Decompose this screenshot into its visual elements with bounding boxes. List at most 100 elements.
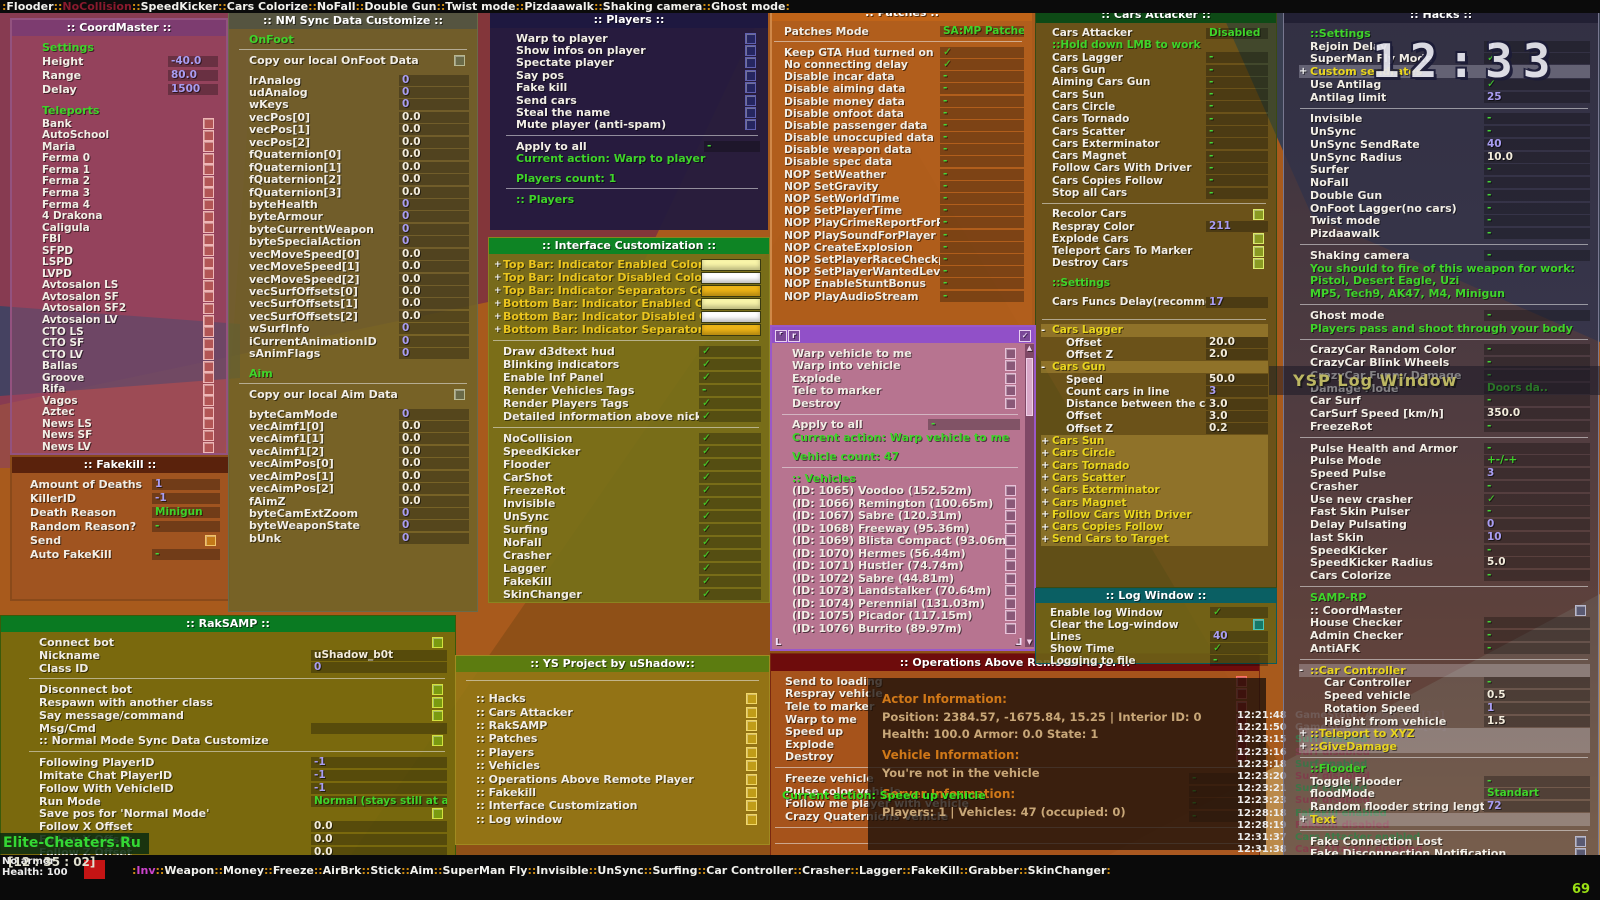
ferma-0-checkbox[interactable] bbox=[203, 152, 214, 164]
nop-setplayerracecheckpoint-label[interactable]: NOP SetPlayerRaceCheckpoint bbox=[784, 252, 940, 266]
vehicles-checkbox[interactable] bbox=[746, 760, 757, 772]
id-1075-picador-117-15m-label[interactable]: (ID: 1075) Picador (117.15m) bbox=[792, 609, 973, 623]
stop-all-cars-toggle[interactable]: - bbox=[1206, 187, 1268, 199]
avtosalon-ls-row[interactable]: Avtosalon LS bbox=[42, 279, 218, 291]
bottom-bar-indicator-separators-color-row[interactable]: +Bottom Bar: Indicator Separators Color bbox=[494, 323, 761, 336]
vecaimpos-2-value[interactable]: 0.0 bbox=[399, 483, 469, 495]
speed-label[interactable]: Speed bbox=[1066, 373, 1103, 386]
givedamage-row[interactable]: +::GiveDamage bbox=[1299, 740, 1590, 753]
mute-player-anti-spam-row[interactable]: Mute player (anti-spam) bbox=[516, 118, 760, 131]
ferma-2-row[interactable]: Ferma 2 bbox=[42, 175, 218, 188]
apply-to-all-toggle[interactable]: - bbox=[928, 419, 1020, 431]
surfing-toggle[interactable]: ✓ bbox=[699, 524, 761, 535]
destroy-label[interactable]: Destroy bbox=[792, 396, 841, 410]
follow-with-vehicleid-row[interactable]: Follow With VehicleID -1 bbox=[39, 782, 447, 795]
vecaimf1-0-value[interactable]: 0.0 bbox=[399, 420, 469, 432]
range-row[interactable]: Range 80.0 bbox=[42, 68, 218, 82]
offset-z-row[interactable]: Offset Z 0.2 bbox=[1052, 423, 1268, 435]
class-id-row[interactable]: Class ID 0 bbox=[39, 662, 447, 675]
save-pos-for-normal-mode-label[interactable]: Save pos for 'Normal Mode' bbox=[39, 807, 210, 821]
id-1068-freeway-95-36m-checkbox[interactable] bbox=[1005, 522, 1016, 534]
expand-icon[interactable]: + bbox=[494, 298, 502, 309]
warp-into-vehicle-checkbox[interactable] bbox=[1005, 360, 1016, 372]
wsurfinfo-label[interactable]: wSurfInfo bbox=[249, 322, 310, 336]
fbi-checkbox[interactable] bbox=[203, 233, 214, 245]
apply-to-all-label[interactable]: Apply to all bbox=[792, 418, 863, 432]
delay-row[interactable]: Delay 1500 bbox=[42, 83, 218, 97]
toggle-flooder-label[interactable]: Toggle Flooder bbox=[1310, 774, 1402, 788]
car-controller-label[interactable]: Car Controller bbox=[1324, 676, 1411, 690]
send-cars-label[interactable]: Send cars bbox=[516, 93, 577, 107]
bank-row[interactable]: Bank bbox=[42, 118, 218, 130]
vecsurfoffsets-0-value[interactable]: 0.0 bbox=[399, 286, 469, 298]
cars-gun-label[interactable]: Cars Gun bbox=[1052, 64, 1106, 77]
tele-to-marker-row[interactable]: Tele to marker bbox=[792, 384, 1020, 398]
vecmovespeed-1-label[interactable]: vecMoveSpeed[1] bbox=[249, 260, 360, 274]
carshot-label[interactable]: CarShot bbox=[503, 471, 553, 484]
cto-ls-checkbox[interactable] bbox=[203, 326, 214, 338]
teleport-to-xyz-row[interactable]: +::Teleport to XYZ bbox=[1299, 727, 1590, 740]
crasher-row[interactable]: Crasher ✓ bbox=[503, 549, 761, 562]
nop-setworldtime-label[interactable]: NOP SetWorldTime bbox=[784, 192, 900, 206]
auto-fakekill-row[interactable]: Auto FakeKill - bbox=[30, 547, 220, 561]
id-1076-burrito-89-97m-row[interactable]: (ID: 1076) Burrito (89.97m) bbox=[792, 622, 1020, 635]
last-skin-row[interactable]: last Skin 10 bbox=[1310, 531, 1590, 544]
show-time-label[interactable]: Show Time bbox=[1050, 642, 1115, 655]
offset-z-label[interactable]: Offset Z bbox=[1066, 422, 1114, 435]
bytecammode-label[interactable]: byteCamMode bbox=[249, 407, 338, 421]
freezerot-row[interactable]: FreezeRot ✓ bbox=[503, 484, 761, 497]
antiafk-toggle[interactable]: - bbox=[1484, 642, 1590, 654]
speedkicker-toggle[interactable]: ✓ bbox=[699, 446, 761, 457]
byteweaponstate-label[interactable]: byteWeaponState bbox=[249, 519, 360, 533]
fquaternion-3-label[interactable]: fQuaternion[3] bbox=[249, 185, 342, 199]
cars-circle-label[interactable]: Cars Circle bbox=[1052, 100, 1116, 113]
nop-setweather-row[interactable]: NOP SetWeather - bbox=[784, 168, 1024, 181]
cto-lv-label[interactable]: CTO LV bbox=[42, 348, 83, 361]
ghost-mode-toggle[interactable]: - bbox=[1484, 309, 1590, 321]
vecaimpos-1-value[interactable]: 0.0 bbox=[399, 470, 469, 482]
fbi-row[interactable]: FBI bbox=[42, 233, 218, 245]
operations-above-remote-player-label[interactable]: :: Operations Above Remote Player bbox=[476, 772, 694, 786]
nop-setworldtime-row[interactable]: NOP SetWorldTime - bbox=[784, 192, 1024, 206]
id-1068-freeway-95-36m-row[interactable]: (ID: 1068) Freeway (95.36m) bbox=[792, 522, 1020, 535]
keep-gta-hud-turned-on-label[interactable]: Keep GTA Hud turned on bbox=[784, 45, 934, 59]
follow-y-offset-value[interactable]: 0.0 bbox=[311, 834, 447, 846]
bytearmour-label[interactable]: byteArmour bbox=[249, 210, 323, 224]
no-connecting-delay-toggle[interactable]: ✓ bbox=[940, 58, 1024, 70]
enable-inf-panel-toggle[interactable]: ✓ bbox=[699, 372, 761, 383]
random-reason-row[interactable]: Random Reason? - bbox=[30, 519, 220, 533]
groove-row[interactable]: Groove bbox=[42, 372, 218, 384]
ferma-2-label[interactable]: Ferma 2 bbox=[42, 175, 91, 188]
destroy-cars-label[interactable]: Destroy Cars bbox=[1052, 257, 1129, 270]
msg-cmd-label[interactable]: Msg/Cmd bbox=[39, 721, 96, 735]
run-mode-value[interactable]: Normal (stays still at a.. bbox=[311, 795, 447, 807]
raksamp-title[interactable]: :: RakSAMP :: bbox=[1, 616, 455, 632]
use-new-crasher-toggle[interactable]: ✓ bbox=[1484, 493, 1590, 505]
disable-money-data-toggle[interactable]: - bbox=[940, 95, 1024, 107]
tele-to-marker-label[interactable]: Tele to marker bbox=[792, 384, 882, 398]
carsurf-speed-km-h-label[interactable]: CarSurf Speed [km/h] bbox=[1310, 407, 1444, 421]
text-label[interactable]: Text bbox=[1310, 812, 1336, 826]
log-window-title[interactable]: :: Log Window :: bbox=[1036, 589, 1276, 603]
vehicles-scrollbar[interactable]: ▲ ▼ bbox=[1025, 344, 1034, 647]
bytearmour-value[interactable]: 0 bbox=[399, 211, 469, 223]
cars-scatter-row[interactable]: Cars Scatter - bbox=[1052, 125, 1268, 138]
cars-sun-row[interactable]: + Cars Sun bbox=[1041, 434, 1268, 448]
expand-icon[interactable]: + bbox=[494, 272, 502, 283]
cars-attacker-row[interactable]: Cars Attacker Disabled bbox=[1052, 27, 1268, 39]
lagger-toggle[interactable]: ✓ bbox=[699, 563, 761, 574]
recolor-cars-row[interactable]: Recolor Cars bbox=[1052, 208, 1268, 220]
rotation-speed-label[interactable]: Rotation Speed bbox=[1324, 701, 1420, 715]
lines-row[interactable]: Lines 40 bbox=[1050, 631, 1268, 643]
copy-our-local-onfoot-data-label[interactable]: Copy our local OnFoot Data bbox=[249, 54, 419, 68]
autoschool-row[interactable]: AutoSchool bbox=[42, 129, 218, 141]
crazycar-random-color-row[interactable]: CrazyCar Random Color - bbox=[1310, 343, 1590, 356]
top-bar-indicator-disabled-color-label[interactable]: Top Bar: Indicator Disabled Color bbox=[503, 271, 701, 284]
cars-scatter-label[interactable]: Cars Scatter bbox=[1052, 471, 1126, 484]
coordmaster-title[interactable]: :: CoordMaster :: bbox=[12, 20, 226, 36]
onfoot-lagger-no-cars-row[interactable]: OnFoot Lagger(no cars) - bbox=[1310, 202, 1590, 215]
disable-passenger-data-toggle[interactable]: - bbox=[940, 119, 1024, 131]
following-playerid-value[interactable]: -1 bbox=[311, 757, 447, 769]
log-window-row[interactable]: :: Log window bbox=[476, 813, 761, 826]
show-time-toggle[interactable]: ✓ bbox=[1210, 643, 1268, 655]
